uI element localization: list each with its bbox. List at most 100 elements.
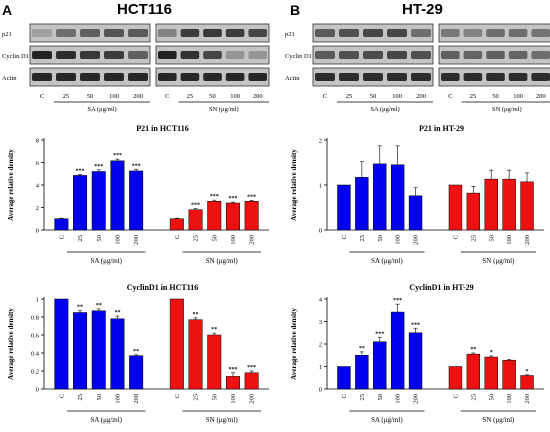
bar	[355, 177, 369, 231]
bar	[448, 184, 463, 231]
significance-mark: ***	[247, 194, 256, 200]
bar	[484, 356, 498, 390]
x-tick-label: 50	[377, 394, 384, 401]
blot-band	[411, 51, 431, 59]
x-tick-label: C	[58, 235, 65, 239]
blot-band	[158, 73, 177, 81]
x-tick-label: 200	[133, 394, 140, 404]
group-label: SN (μg/ml)	[482, 416, 515, 424]
blot-band	[56, 51, 76, 59]
blot-band	[158, 51, 177, 59]
blot-group-label: SA (μg/ml)	[370, 106, 399, 113]
bar	[169, 298, 184, 390]
blot-band	[531, 51, 550, 59]
blot-band	[56, 29, 76, 37]
y-tick-label: 2	[319, 137, 322, 144]
blot-band	[80, 29, 100, 37]
lane-label: 50	[492, 93, 499, 100]
bar	[466, 192, 481, 231]
x-tick-label: C	[452, 394, 459, 398]
bar	[390, 311, 405, 390]
blot-band	[315, 29, 335, 37]
x-tick-label: 100	[114, 394, 121, 404]
group-label: SA (μg/ml)	[371, 257, 403, 265]
x-tick-label: 50	[211, 394, 218, 401]
blot-band	[411, 73, 431, 81]
blot-band	[128, 29, 148, 37]
x-tick-label: 25	[470, 235, 477, 242]
bar	[110, 318, 125, 390]
blot-band	[508, 73, 528, 81]
bar	[73, 312, 88, 390]
bar	[484, 178, 498, 231]
x-tick-label: 25	[193, 235, 200, 242]
bar	[502, 359, 516, 390]
panel-letter-b: B	[290, 2, 301, 18]
x-tick-label: 25	[77, 394, 84, 401]
group-label: SA (μg/ml)	[90, 257, 122, 265]
blot-band	[80, 51, 100, 59]
significance-mark: **	[211, 327, 217, 333]
blot-band	[486, 29, 505, 37]
bar	[207, 201, 222, 231]
bar	[188, 319, 203, 390]
blot-band	[387, 29, 407, 37]
western-blot-ht29: p21 Cyclin D1 Actin C 25 50 100 200 C 25 50 100 200 S…	[285, 23, 550, 113]
x-tick-label: 100	[506, 235, 513, 245]
blot-band	[463, 73, 483, 81]
significance-mark: ***	[113, 153, 122, 159]
significance-mark: ***	[411, 322, 420, 328]
x-tick-label: 50	[96, 394, 103, 401]
bar	[129, 170, 144, 231]
significance-mark: **	[114, 310, 120, 316]
lane-label: 100	[230, 93, 240, 100]
blot-band	[387, 51, 407, 59]
blot-band	[203, 29, 222, 37]
x-tick-label: 50	[488, 235, 495, 242]
x-tick-label: 200	[524, 235, 531, 245]
x-tick-label: 100	[395, 394, 402, 404]
group-label: SN (μg/ml)	[206, 257, 239, 265]
blot-band	[508, 51, 528, 59]
y-tick-label: 0.8	[31, 314, 39, 321]
chart-cyclind1-ht29: CyclinD1 in HT-29 Average relative densit…	[290, 283, 544, 424]
blot-band	[203, 51, 222, 59]
blot-band	[104, 51, 124, 59]
lane-label: C	[40, 93, 44, 100]
x-tick-label: 100	[506, 394, 513, 404]
blot-band	[315, 51, 335, 59]
blot-band	[508, 29, 528, 37]
y-axis-label: Average relative density	[7, 308, 15, 380]
blot-band	[441, 29, 460, 37]
blot-band	[225, 73, 245, 81]
blot-band	[363, 73, 383, 81]
lane-label: 100	[392, 93, 402, 100]
x-tick-label: 25	[470, 394, 477, 401]
significance-mark: ***	[375, 331, 384, 337]
bar	[54, 298, 69, 390]
y-tick-label: 8	[36, 137, 39, 144]
bar	[520, 181, 534, 231]
significance-mark: ***	[393, 298, 402, 304]
significance-mark: ***	[94, 164, 103, 170]
significance-mark: **	[96, 303, 102, 309]
chart-p21-hct116: P21 in HCT116 Average relative density 0 2 4…	[7, 124, 269, 265]
significance-mark: **	[193, 312, 199, 318]
blot-band	[248, 29, 267, 37]
blot-band	[339, 73, 359, 81]
bar	[73, 175, 88, 231]
y-tick-label: 0	[36, 386, 39, 393]
blot-row-label: Cyclin D1	[2, 53, 29, 60]
blot-band	[248, 51, 267, 59]
x-tick-label: 25	[359, 394, 366, 401]
bar	[129, 355, 144, 390]
blot-band	[32, 73, 52, 81]
bar	[169, 218, 184, 231]
significance-mark: ***	[191, 203, 200, 209]
lane-label: 100	[513, 93, 523, 100]
blot-group-label: SN (μg/ml)	[492, 106, 522, 113]
blot-band	[531, 73, 550, 81]
bar	[448, 366, 463, 390]
lane-label: 50	[370, 93, 377, 100]
lane-label: 25	[470, 93, 477, 100]
